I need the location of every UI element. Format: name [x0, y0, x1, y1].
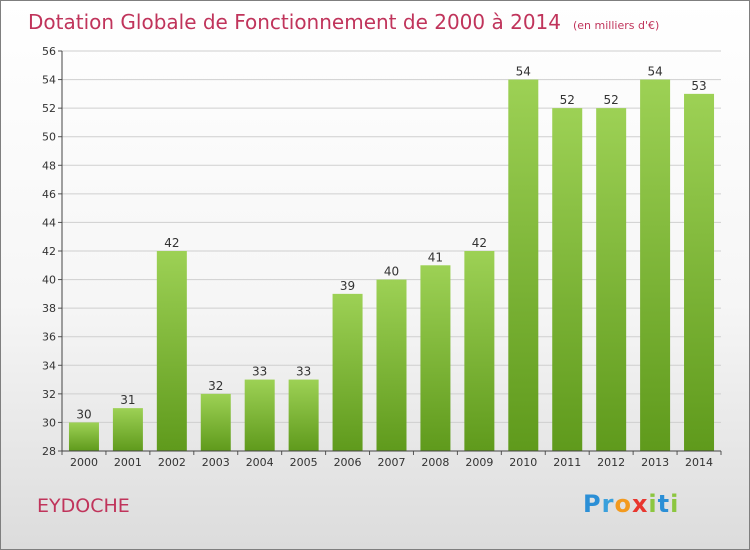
x-tick-label: 2010 [509, 456, 537, 469]
bar [156, 251, 187, 451]
y-tick-label: 48 [42, 159, 56, 172]
x-tick-label: 2005 [290, 456, 318, 469]
x-tick-label: 2006 [334, 456, 362, 469]
data-label: 32 [208, 379, 223, 393]
data-label: 40 [384, 265, 399, 279]
logo-letter: P [583, 490, 602, 518]
y-tick-label: 30 [42, 416, 56, 429]
x-tick-label: 2012 [597, 456, 625, 469]
x-tick-label: 2011 [553, 456, 581, 469]
data-label: 30 [76, 407, 91, 421]
bar [376, 279, 407, 451]
y-tick-label: 56 [42, 45, 56, 58]
data-labels: 30 31 42 32 33 33 39 40 41 42 54 52 52 54 53 [76, 65, 706, 422]
data-label: 52 [560, 93, 575, 107]
bar [508, 79, 539, 452]
data-label: 53 [691, 79, 706, 93]
data-label: 52 [604, 93, 619, 107]
x-tick-label: 2008 [421, 456, 449, 469]
bar [464, 251, 495, 451]
y-tick-label: 40 [42, 274, 56, 287]
bar [420, 265, 451, 451]
bar [244, 379, 275, 451]
x-tick-label: 2003 [202, 456, 230, 469]
y-tick-label: 52 [42, 102, 56, 115]
data-label: 42 [472, 236, 487, 250]
logo-letter: t [657, 490, 671, 518]
y-axis-ticks: 28 30 32 34 36 38 40 42 44 46 48 50 52 54 56 [42, 45, 62, 458]
bar [552, 108, 583, 452]
bar [640, 79, 671, 452]
y-tick-label: 44 [42, 216, 56, 229]
y-tick-label: 54 [42, 74, 56, 87]
x-tick-label: 2004 [246, 456, 274, 469]
x-tick-label: 2001 [114, 456, 142, 469]
chart-title: Dotation Globale de Fonctionnement de 20… [28, 10, 659, 34]
bar [684, 93, 715, 451]
bar [112, 408, 143, 451]
y-tick-label: 34 [42, 359, 56, 372]
commune-name: EYDOCHE [37, 495, 130, 517]
y-tick-label: 32 [42, 388, 56, 401]
data-label: 54 [516, 65, 531, 79]
y-tick-label: 28 [42, 445, 56, 458]
unit-label: (en milliers d'€) [573, 19, 660, 32]
logo-letter: o [614, 490, 632, 518]
logo-letter: i [670, 490, 680, 518]
bar [200, 393, 231, 451]
x-tick-label: 2000 [70, 456, 98, 469]
proxiti-logo[interactable]: Proxiti [583, 490, 679, 518]
data-label: 54 [647, 65, 662, 79]
x-tick-label: 2013 [641, 456, 669, 469]
data-label: 31 [120, 393, 135, 407]
data-label: 42 [164, 236, 179, 250]
y-tick-label: 36 [42, 331, 56, 344]
x-tick-label: 2007 [378, 456, 406, 469]
data-label: 41 [428, 250, 443, 264]
y-tick-label: 50 [42, 131, 56, 144]
data-label: 39 [340, 279, 355, 293]
logo-letter: x [631, 490, 649, 518]
logo-letter: i [648, 490, 658, 518]
data-label: 33 [296, 365, 311, 379]
bar [288, 379, 319, 451]
data-label: 33 [252, 365, 267, 379]
y-tick-label: 46 [42, 188, 56, 201]
bar [332, 293, 363, 451]
x-axis-ticks: 2000 2001 2002 2003 2004 2005 2006 2007 2008 2009… [61, 451, 722, 469]
title-text: Dotation Globale de Fonctionnement de 20… [28, 10, 561, 34]
y-tick-label: 42 [42, 245, 56, 258]
y-tick-label: 38 [42, 302, 56, 315]
bars [68, 79, 715, 452]
axes [61, 51, 721, 452]
x-tick-label: 2002 [158, 456, 186, 469]
x-tick-label: 2014 [685, 456, 713, 469]
bar [596, 108, 627, 452]
bar [68, 422, 99, 451]
logo-letter: r [601, 490, 615, 518]
x-tick-label: 2009 [465, 456, 493, 469]
